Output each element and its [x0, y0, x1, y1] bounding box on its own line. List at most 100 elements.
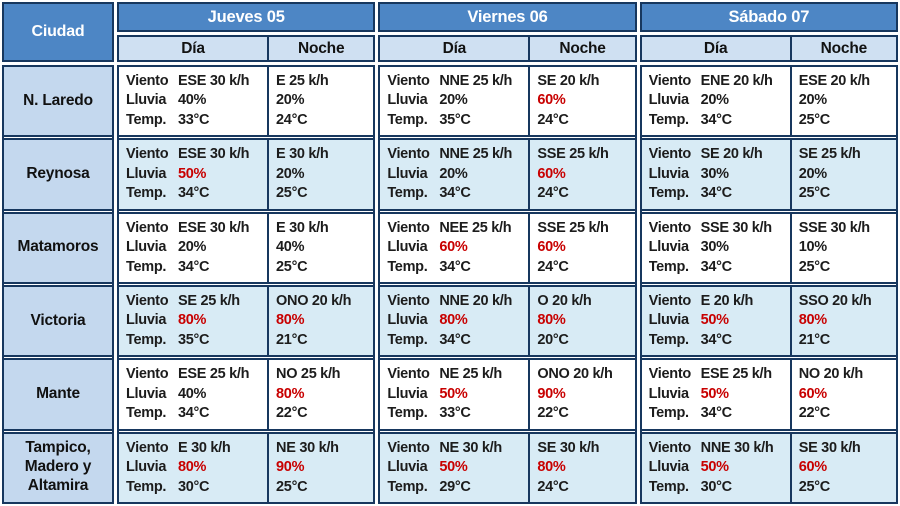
wind-row: ESE 20 k/h: [799, 72, 893, 91]
city-name-cell: Matamoros: [4, 211, 112, 284]
temp-row: Temp. 34°C: [387, 184, 525, 203]
rain-row: Lluvia 80%: [126, 311, 264, 330]
temp-row: Temp. 34°C: [649, 331, 787, 350]
forecast-row: Viento E 30 k/h Lluvia 80% Temp. 30°C NE 30…: [119, 431, 374, 502]
wind-row: SSE 30 k/h: [799, 219, 893, 238]
rain-value: 50%: [700, 385, 729, 402]
rain-label: Lluvia: [387, 239, 428, 256]
wind-row: SE 20 k/h: [537, 72, 631, 91]
rain-value: 90%: [537, 385, 566, 402]
temp-row: 22°C: [799, 404, 893, 423]
wind-row: SSE 25 k/h: [537, 219, 631, 238]
forecast-cell-night: O 20 k/h 80% 20°C: [530, 287, 634, 355]
rain-value: 80%: [276, 385, 305, 402]
rain-row: 60%: [537, 238, 631, 257]
temp-value: 29°C: [439, 478, 471, 495]
temp-value: 35°C: [439, 111, 471, 128]
temp-value: 21°C: [798, 331, 831, 348]
temp-row: Temp. 34°C: [649, 404, 787, 423]
rain-value: 10%: [798, 239, 827, 256]
rain-row: 80%: [276, 385, 370, 404]
rain-row: Lluvia 40%: [126, 91, 264, 110]
temp-value: 25°C: [276, 478, 308, 495]
subheader-day: Día: [380, 37, 531, 60]
wind-value: SE 20 k/h: [537, 73, 600, 90]
rain-value: 80%: [178, 459, 207, 476]
forecast-row: Viento E 20 k/h Lluvia 50% Temp. 34°C SSO 2…: [641, 284, 896, 358]
temp-row: 24°C: [537, 111, 631, 130]
wind-value: ONO 20 k/h: [537, 366, 613, 383]
forecast-cell-day: Viento SE 20 k/h Lluvia 30% Temp. 34°C: [642, 140, 792, 209]
forecast-cell-day: Viento SSE 30 k/h Lluvia 30% Temp. 34°C: [642, 213, 792, 282]
rain-label: Lluvia: [387, 459, 428, 476]
rain-value: 20%: [798, 165, 827, 182]
temp-row: 25°C: [799, 258, 893, 277]
rain-row: 80%: [537, 458, 631, 477]
wind-value: ESE 25 k/h: [178, 366, 250, 383]
forecast-cell-night: NE 30 k/h 90% 25°C: [269, 434, 373, 502]
temp-value: 25°C: [798, 111, 831, 128]
temp-value: 35°C: [178, 331, 210, 348]
forecast-cell-night: SE 30 k/h 80% 24°C: [530, 434, 634, 502]
wind-row: E 30 k/h: [276, 145, 370, 164]
forecast-cell-day: Viento NNE 25 k/h Lluvia 20% Temp. 34°C: [380, 140, 531, 209]
forecast-row: Viento NNE 25 k/h Lluvia 20% Temp. 35°C SE …: [380, 67, 635, 138]
forecast-cell-night: SSO 20 k/h 80% 21°C: [792, 287, 896, 355]
forecast-cell-night: SSE 25 k/h 60% 24°C: [530, 214, 634, 282]
temp-label: Temp.: [126, 331, 167, 348]
wind-row: E 30 k/h: [276, 219, 370, 238]
wind-label: Viento: [387, 366, 430, 383]
rain-value: 50%: [439, 459, 468, 476]
day-group: Sábado 07 Día Noche Viento ENE 20 k/h Llu…: [639, 2, 898, 504]
rain-label: Lluvia: [387, 92, 428, 109]
wind-label: Viento: [387, 219, 430, 236]
forecast-cell-day: Viento E 30 k/h Lluvia 80% Temp. 30°C: [119, 433, 270, 502]
subheader-row: Día Noche: [378, 35, 637, 62]
wind-label: Viento: [648, 366, 692, 383]
rain-row: Lluvia 80%: [126, 458, 264, 477]
temp-value: 34°C: [178, 185, 210, 202]
wind-value: SE 25 k/h: [178, 293, 240, 310]
day-group: Viernes 06 Día Noche Viento NNE 25 k/h Ll…: [378, 2, 637, 504]
rain-value: 50%: [700, 459, 729, 476]
temp-value: 30°C: [700, 478, 733, 495]
forecast-cell-night: E 30 k/h 20% 25°C: [269, 140, 373, 208]
rain-label: Lluvia: [126, 239, 167, 256]
rain-value: 80%: [276, 312, 305, 329]
temp-value: 24°C: [537, 111, 569, 128]
wind-value: NO 25 k/h: [276, 366, 341, 383]
rain-row: Lluvia 50%: [387, 458, 525, 477]
rain-value: 80%: [178, 312, 207, 329]
rain-value: 20%: [700, 92, 729, 109]
rain-value: 30%: [700, 239, 729, 256]
rain-value: 80%: [537, 459, 566, 476]
wind-value: E 20 k/h: [700, 293, 754, 310]
temp-row: 25°C: [799, 184, 893, 203]
wind-value: NEE 25 k/h: [439, 219, 512, 236]
wind-value: SE 30 k/h: [798, 439, 861, 456]
rain-row: 40%: [276, 238, 370, 257]
rain-value: 20%: [798, 92, 827, 109]
forecast-row: Viento ENE 20 k/h Lluvia 20% Temp. 34°C ESE…: [641, 67, 896, 138]
forecast-cell-night: ESE 20 k/h 20% 25°C: [792, 67, 896, 135]
subheader-row: Día Noche: [117, 35, 376, 62]
forecast-cell-night: NO 20 k/h 60% 22°C: [792, 360, 896, 428]
wind-value: SE 20 k/h: [700, 146, 763, 163]
forecast-cell-day: Viento NEE 25 k/h Lluvia 60% Temp. 34°C: [380, 213, 531, 282]
rain-row: Lluvia 50%: [649, 458, 787, 477]
temp-value: 22°C: [276, 405, 308, 422]
wind-row: Viento NNE 30 k/h: [649, 439, 787, 458]
rain-value: 20%: [439, 165, 468, 182]
wind-value: ENE 20 k/h: [700, 73, 773, 90]
temp-row: 25°C: [276, 184, 370, 203]
temp-row: Temp. 35°C: [126, 331, 264, 350]
subheader-day: Día: [642, 37, 792, 60]
temp-value: 21°C: [276, 331, 308, 348]
rain-value: 80%: [439, 312, 468, 329]
subheader-row: Día Noche: [639, 35, 898, 62]
subheader-night: Noche: [559, 39, 606, 57]
temp-value: 34°C: [178, 258, 210, 275]
wind-value: SSO 20 k/h: [798, 293, 872, 310]
temp-row: 25°C: [799, 478, 893, 497]
